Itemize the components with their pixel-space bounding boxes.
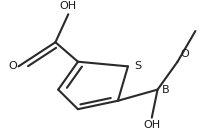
Text: OH: OH (60, 1, 77, 11)
Text: OH: OH (143, 120, 160, 130)
Text: B: B (162, 85, 170, 95)
Text: S: S (134, 61, 141, 71)
Text: O: O (180, 49, 189, 59)
Text: O: O (8, 61, 17, 71)
